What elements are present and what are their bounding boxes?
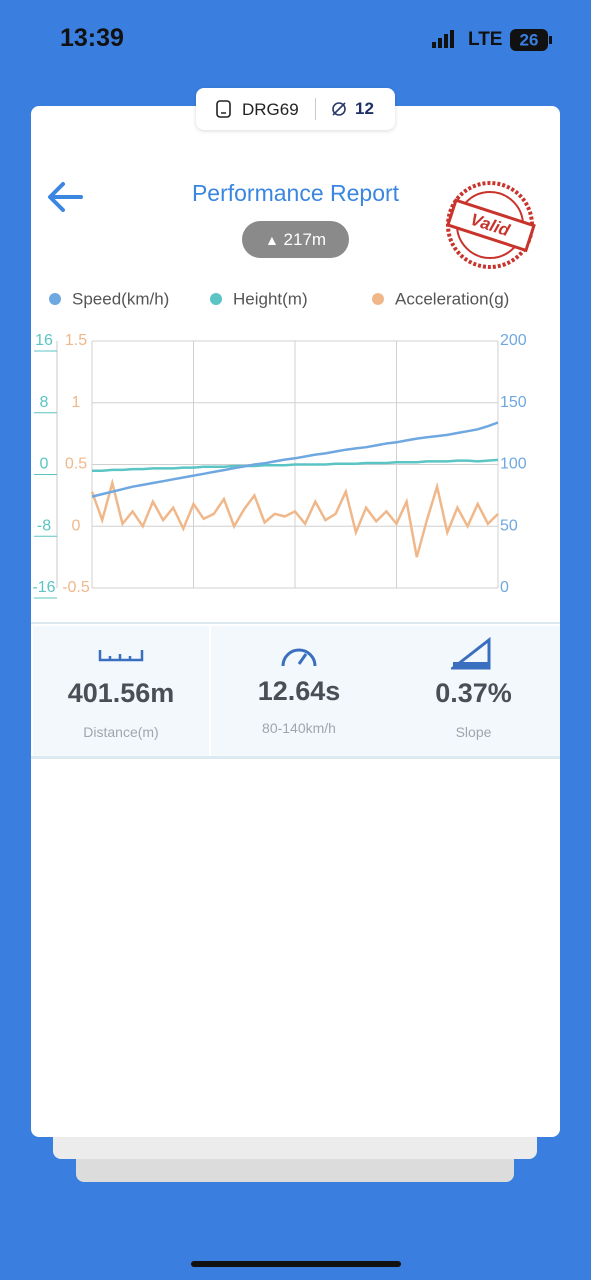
tick-label: 1 — [72, 394, 81, 411]
legend-dot — [49, 293, 61, 305]
stat-label: Slope — [455, 724, 492, 740]
back-button[interactable] — [45, 180, 85, 214]
satellite-icon — [332, 102, 346, 116]
card-shadow — [53, 1137, 537, 1159]
satellite-count: 12 — [355, 99, 374, 118]
tick-label: 8 — [40, 394, 49, 411]
card-shadow — [76, 1159, 514, 1182]
tick-label: -8 — [37, 517, 51, 534]
stat-distance: 401.56m Distance(m) — [33, 626, 209, 756]
home-indicator — [191, 1261, 401, 1267]
series-line — [90, 478, 499, 558]
battery: 26 — [520, 30, 539, 49]
stat-slope: 0.37% Slope — [387, 626, 560, 756]
chart: 16 8 0 -8 -16 1.5 1 0.5 0 -0.5 200 150 100 50 0 Speed(k… — [32, 289, 527, 599]
tick-label: 50 — [500, 517, 518, 534]
valid-stamp: Valid — [446, 181, 536, 269]
tick-label: 1.5 — [65, 332, 87, 349]
ruler-icon — [98, 650, 144, 662]
legend-label: Acceleration(g) — [395, 289, 509, 308]
gauge-icon — [281, 648, 317, 667]
legend-dot — [372, 293, 384, 305]
tick-label: 0 — [500, 579, 509, 596]
device-name: DRG69 — [242, 100, 299, 119]
tick-label: 200 — [500, 332, 527, 349]
tick-label: 0 — [40, 456, 49, 473]
series-line — [91, 421, 499, 498]
tick-label: 0 — [72, 517, 81, 534]
stat-value: 401.56m — [67, 678, 175, 708]
tick-label: 0.5 — [65, 456, 87, 473]
legend-label: Height(m) — [233, 289, 308, 308]
stat-value: 0.37% — [435, 678, 512, 708]
altitude: 217m — [283, 230, 327, 249]
tick-label: -16 — [32, 579, 55, 596]
network: LTE — [468, 29, 502, 50]
slope-icon — [451, 636, 491, 670]
card — [31, 106, 560, 1137]
legend-dot — [210, 293, 222, 305]
status-time: 13:39 — [60, 24, 124, 52]
status-icons: LTE 26 — [432, 29, 552, 51]
tick-label: 150 — [500, 394, 527, 411]
tick-label: 100 — [500, 456, 527, 473]
stat-label: 80-140km/h — [262, 720, 336, 736]
page-title: Performance Report — [191, 180, 400, 206]
series-line — [92, 458, 499, 472]
device-badge[interactable]: DRG69 12 — [196, 88, 395, 130]
legend-label: Speed(km/h) — [72, 289, 169, 308]
device-icon — [216, 100, 231, 118]
stat-time: 12.64s 80-140km/h — [211, 626, 387, 756]
tick-label: -0.5 — [62, 579, 90, 596]
stat-value: 12.64s — [257, 676, 341, 706]
altitude-pill: ▲ 217m — [242, 221, 349, 258]
tick-label: 16 — [35, 332, 53, 349]
stat-label: Distance(m) — [83, 724, 159, 740]
